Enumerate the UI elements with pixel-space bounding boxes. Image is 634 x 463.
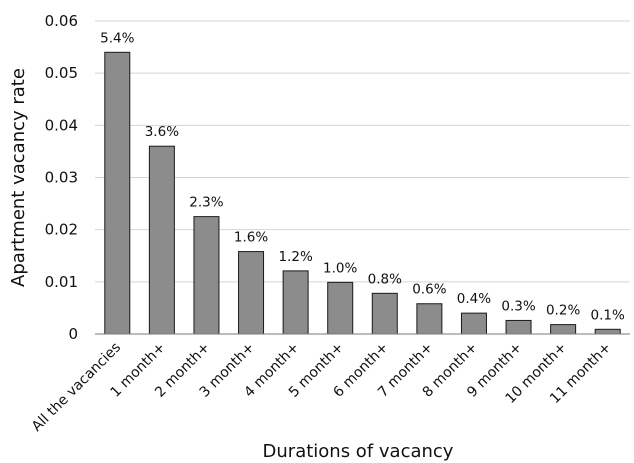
data-label: 3.6% [145, 124, 179, 140]
bar [104, 51, 131, 335]
data-label: 2.3% [189, 195, 223, 211]
bar [594, 328, 621, 335]
bar [505, 319, 532, 335]
data-label: 1.6% [234, 230, 268, 246]
gridlines [95, 20, 630, 283]
bar [416, 303, 443, 335]
bar [460, 312, 487, 335]
data-label: 0.1% [591, 307, 625, 323]
y-tick-label: 0.05 [45, 64, 78, 82]
data-label: 0.3% [501, 298, 535, 314]
data-label: 5.4% [100, 30, 134, 46]
data-label: 1.2% [278, 249, 312, 265]
bars [104, 51, 621, 335]
bar [550, 324, 577, 335]
bar [282, 270, 309, 335]
x-axis-title: Durations of vacancy [263, 441, 454, 462]
y-tick-label: 0 [68, 325, 78, 343]
y-tick-label: 0.02 [45, 221, 78, 239]
data-label: 1.0% [323, 260, 357, 276]
y-tick-label: 0.04 [45, 116, 78, 134]
y-axis-title: Apartment vacancy rate [8, 68, 29, 287]
bar [371, 292, 398, 335]
data-label: 0.2% [546, 303, 580, 319]
bar [193, 216, 220, 335]
y-axis-ticks: 0 0.01 0.02 0.03 0.04 0.05 0.06 [45, 12, 78, 343]
data-labels: 5.4% 3.6% 2.3% 1.6% 1.2% 1.0% 0.8% 0.6% 0.4% 0.3%… [100, 30, 625, 323]
data-label: 0.8% [368, 271, 402, 287]
bar [148, 145, 175, 335]
data-label: 0.4% [457, 291, 491, 307]
y-tick-label: 0.01 [45, 273, 78, 291]
y-tick-label: 0.06 [45, 12, 78, 30]
data-label: 0.6% [412, 282, 446, 298]
bar [238, 251, 265, 335]
y-tick-label: 0.03 [45, 169, 78, 187]
bar [327, 281, 354, 335]
